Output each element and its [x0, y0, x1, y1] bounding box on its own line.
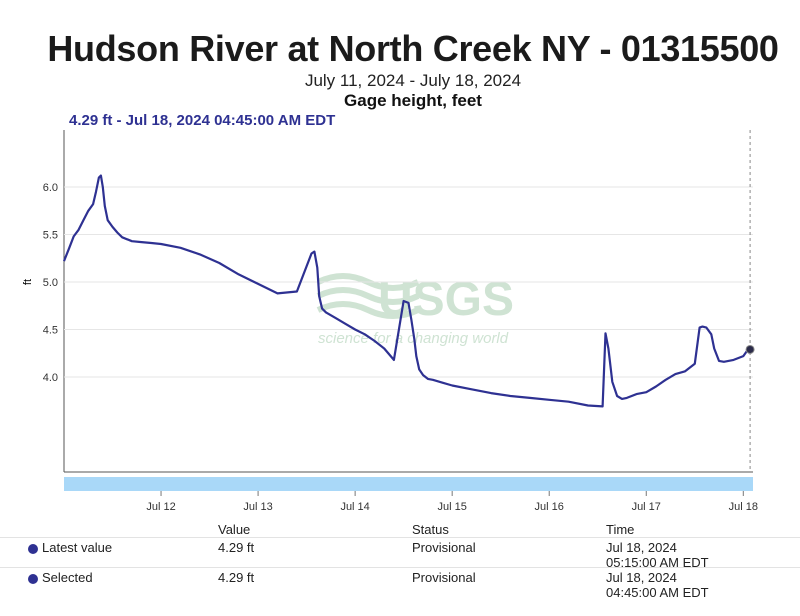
series-line [62, 174, 753, 408]
row-value: 4.29 ft [218, 540, 255, 555]
table-row: Latest value 4.29 ft Provisional Jul 18,… [0, 537, 800, 570]
row-status: Provisional [412, 540, 476, 555]
x-tick-label: Jul 17 [632, 501, 661, 513]
usgs-logo-text: USGS [378, 273, 514, 326]
header-status: Status [412, 522, 449, 537]
measure-label: Gage height, feet [344, 91, 482, 110]
header-value: Value [218, 522, 251, 537]
chart-title: Hudson River at North Creek NY - 0131550… [47, 28, 779, 69]
y-tick-label: 6.0 [43, 182, 58, 194]
row-label: Selected [42, 570, 93, 585]
selected-value-readout: 4.29 ft - Jul 18, 2024 04:45:00 AM EDT [69, 112, 336, 129]
y-axis: 4.0 4.5 5.0 5.5 6.0 [43, 182, 58, 384]
brush-range-bar[interactable] [64, 477, 753, 491]
usgs-watermark: USGS science for a changing world [316, 273, 514, 347]
header-time: Time [606, 522, 635, 537]
row-time-clock: 04:45:00 AM EDT [606, 585, 709, 600]
gridlines [63, 130, 753, 473]
x-axis: Jul 12 Jul 13 Jul 14 Jul 15 Jul 16 Jul 17 Jul … [146, 491, 758, 513]
x-tick-label: Jul 18 [729, 501, 758, 513]
row-time-date: Jul 18, 2024 [606, 540, 677, 555]
table-row: Selected 4.29 ft Provisional Jul 18, 202… [0, 567, 800, 616]
series-dot-icon [28, 574, 38, 584]
y-tick-label: 4.0 [43, 372, 58, 384]
row-status: Provisional [412, 570, 476, 585]
y-tick-label: 5.5 [43, 230, 58, 242]
x-tick-label: Jul 14 [340, 501, 369, 513]
row-label: Latest value [42, 540, 113, 555]
x-tick-label: Jul 12 [146, 501, 175, 513]
selected-point[interactable] [745, 344, 755, 354]
y-axis-label: ft [22, 279, 34, 285]
y-tick-label: 4.5 [43, 325, 58, 337]
series-group [62, 130, 755, 472]
y-tick-label: 5.0 [43, 277, 58, 289]
hydrograph-chart[interactable]: USGS science for a changing world 4.0 4.5… [0, 0, 800, 520]
series-dot-icon [28, 544, 38, 554]
date-range: July 11, 2024 - July 18, 2024 [304, 71, 522, 90]
x-tick-label: Jul 15 [437, 501, 466, 513]
x-tick-label: Jul 13 [243, 501, 272, 513]
row-value: 4.29 ft [218, 570, 255, 585]
row-time-clock: 05:15:00 AM EDT [606, 555, 709, 570]
x-tick-label: Jul 16 [535, 501, 564, 513]
row-time-date: Jul 18, 2024 [606, 570, 677, 585]
